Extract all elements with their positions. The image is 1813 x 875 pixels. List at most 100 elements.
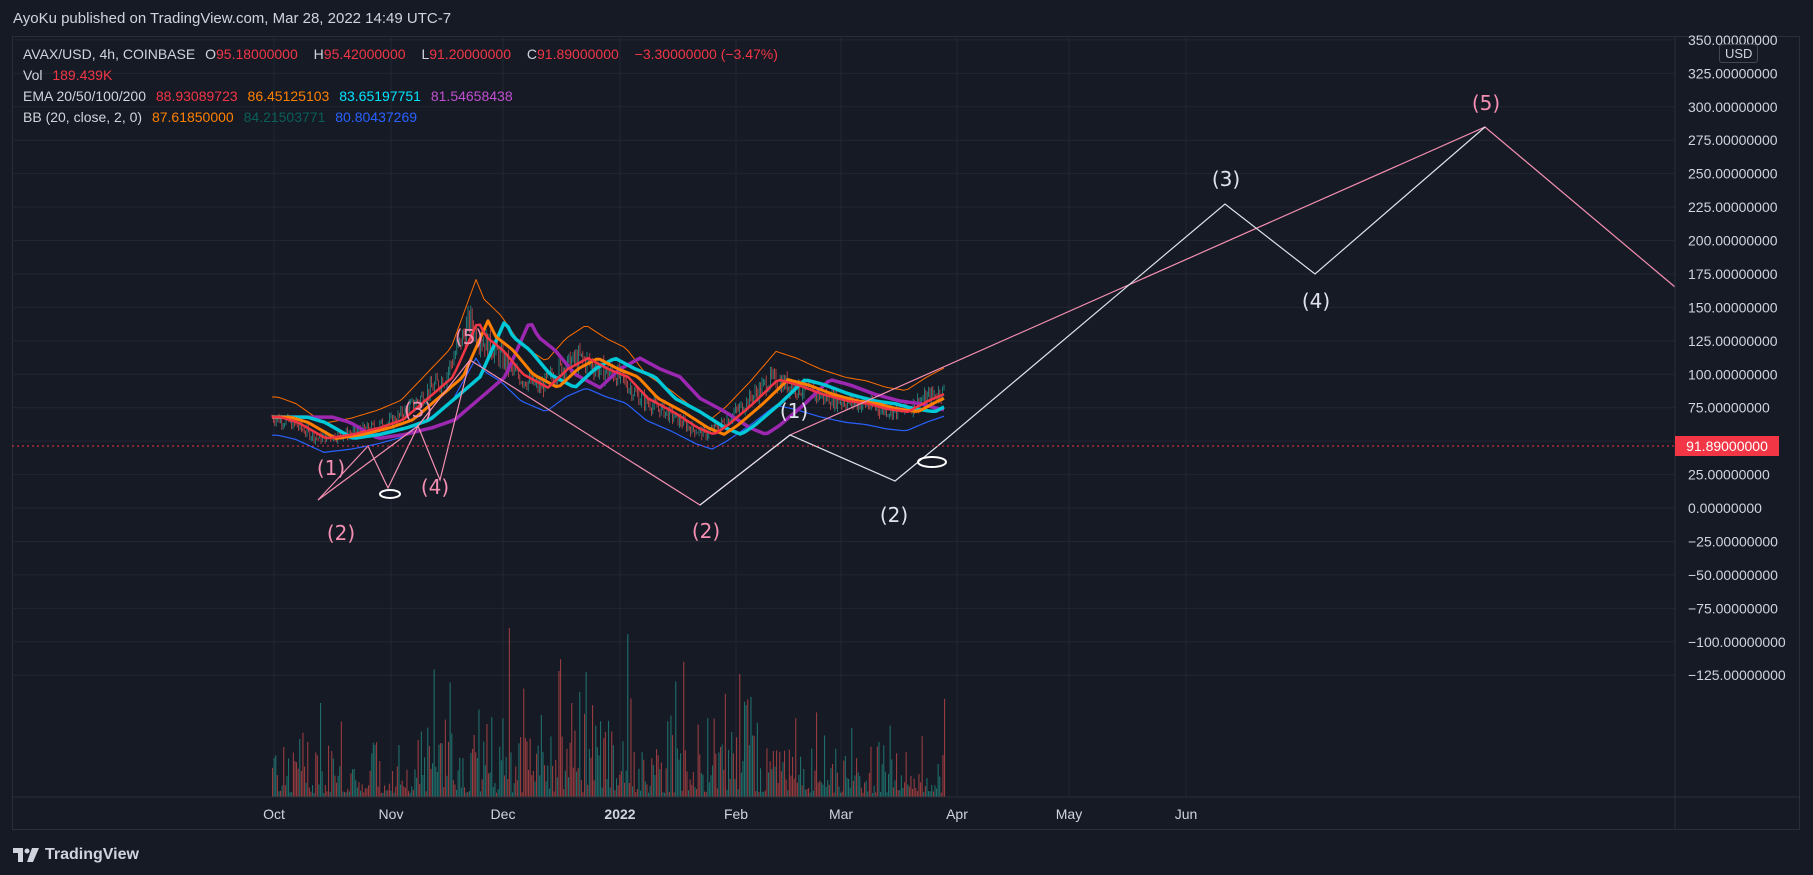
price-tick-label: −25.00000000 bbox=[1688, 533, 1778, 549]
volume-bar bbox=[475, 752, 477, 797]
volume-bar bbox=[646, 784, 648, 797]
volume-bar bbox=[868, 772, 870, 797]
volume-bar bbox=[760, 768, 762, 797]
volume-bar bbox=[745, 705, 747, 797]
legend-low-label: L bbox=[421, 46, 430, 62]
volume-bar bbox=[737, 789, 739, 797]
volume-bar bbox=[680, 753, 682, 797]
volume-bar bbox=[944, 698, 946, 797]
volume-bar bbox=[880, 791, 882, 797]
volume-bar bbox=[723, 769, 725, 797]
volume-bar bbox=[537, 745, 539, 797]
volume-bar bbox=[675, 681, 677, 797]
volume-bar bbox=[360, 790, 362, 797]
price-tick-label: 100.00000000 bbox=[1688, 366, 1778, 382]
volume-bar bbox=[619, 774, 621, 797]
volume-bar bbox=[326, 791, 328, 797]
volume-bar bbox=[320, 702, 322, 797]
volume-bar bbox=[876, 746, 878, 797]
volume-bar bbox=[889, 725, 891, 797]
white-wave-path bbox=[699, 126, 1486, 506]
volume-bar bbox=[940, 792, 942, 797]
volume-bar bbox=[392, 771, 394, 797]
volume-bar bbox=[609, 787, 611, 797]
volume-bar bbox=[932, 791, 934, 797]
volume-bar bbox=[604, 731, 606, 797]
volume-bar bbox=[716, 788, 718, 797]
volume-bar bbox=[566, 748, 568, 797]
volume-bar bbox=[636, 789, 638, 797]
volume-bar bbox=[419, 783, 421, 797]
volume-bar bbox=[547, 765, 549, 797]
volume-bar bbox=[939, 776, 941, 797]
volume-bar bbox=[908, 786, 910, 797]
volume-bar bbox=[768, 772, 770, 797]
volume-bar bbox=[672, 735, 674, 797]
volume-bar bbox=[499, 746, 501, 797]
volume-bar bbox=[441, 743, 443, 797]
volume-bar bbox=[697, 724, 699, 797]
volume-bar bbox=[336, 782, 338, 797]
volume-bar bbox=[337, 775, 339, 797]
price-tick-label: 225.00000000 bbox=[1688, 199, 1778, 215]
volume-bar bbox=[369, 770, 371, 797]
wave-label-white-1: (1) bbox=[780, 399, 808, 423]
volume-bar bbox=[468, 791, 470, 797]
volume-bar bbox=[515, 766, 517, 797]
volume-bar bbox=[345, 792, 347, 797]
price-tick-label: 75.00000000 bbox=[1688, 400, 1770, 416]
volume-bar bbox=[321, 771, 323, 797]
volume-bar bbox=[513, 783, 515, 797]
price-tick-label: 150.00000000 bbox=[1688, 299, 1778, 315]
volume-bar bbox=[620, 771, 622, 797]
volume-bar bbox=[404, 787, 406, 797]
volume-bar bbox=[454, 784, 456, 797]
volume-bar bbox=[510, 752, 512, 797]
bb-lower-line bbox=[272, 357, 945, 453]
volume-bar bbox=[308, 787, 310, 797]
footer[interactable]: TradingView bbox=[13, 843, 139, 867]
volume-bar bbox=[923, 792, 925, 797]
volume-bar bbox=[812, 790, 814, 797]
volume-bar bbox=[902, 787, 904, 797]
volume-bar bbox=[486, 724, 488, 797]
volume-bar bbox=[500, 760, 502, 797]
currency-chip[interactable]: USD bbox=[1719, 44, 1759, 63]
legend-close-label: C bbox=[526, 46, 538, 62]
volume-bar bbox=[896, 753, 898, 797]
volume-bar bbox=[921, 736, 923, 797]
volume-bar bbox=[577, 767, 579, 797]
volume-bar bbox=[548, 788, 550, 797]
volume-bar bbox=[664, 792, 666, 797]
volume-bar bbox=[456, 789, 458, 797]
legend-bb[interactable]: BB (20, close, 2, 0) 87.61850000 84.2150… bbox=[23, 109, 423, 125]
volume-bar bbox=[872, 792, 874, 797]
volume-bar bbox=[574, 730, 576, 797]
volume-bar bbox=[694, 787, 696, 797]
wave-label-white-3: (3) bbox=[1212, 167, 1240, 191]
volume-bar bbox=[278, 791, 280, 797]
volume-bar bbox=[276, 775, 278, 797]
volume-bar bbox=[798, 774, 800, 797]
volume-bar bbox=[585, 672, 587, 797]
time-tick-label: Dec bbox=[491, 806, 516, 822]
legend-ema[interactable]: EMA 20/50/100/200 88.93089723 86.4512510… bbox=[23, 88, 519, 104]
volume-bar bbox=[779, 751, 781, 797]
volume-bar bbox=[766, 748, 768, 797]
volume-bar bbox=[835, 748, 837, 797]
volume-bar bbox=[504, 775, 506, 797]
volume-bar bbox=[334, 775, 336, 797]
volume-bar bbox=[899, 790, 901, 797]
legend-volume[interactable]: Vol 189.439K bbox=[23, 67, 118, 83]
volume-bar bbox=[281, 785, 283, 797]
volume-bar bbox=[396, 766, 398, 797]
price-tick-label: 175.00000000 bbox=[1688, 266, 1778, 282]
volume-bar bbox=[644, 781, 646, 797]
volume-bar bbox=[852, 780, 854, 797]
legend-ema-100: 83.65197751 bbox=[339, 88, 421, 104]
volume-bar bbox=[659, 769, 661, 797]
volume-bar bbox=[312, 785, 314, 797]
volume-bar bbox=[432, 763, 434, 797]
legend-symbol[interactable]: AVAX/USD, 4h, COINBASE bbox=[23, 46, 196, 62]
